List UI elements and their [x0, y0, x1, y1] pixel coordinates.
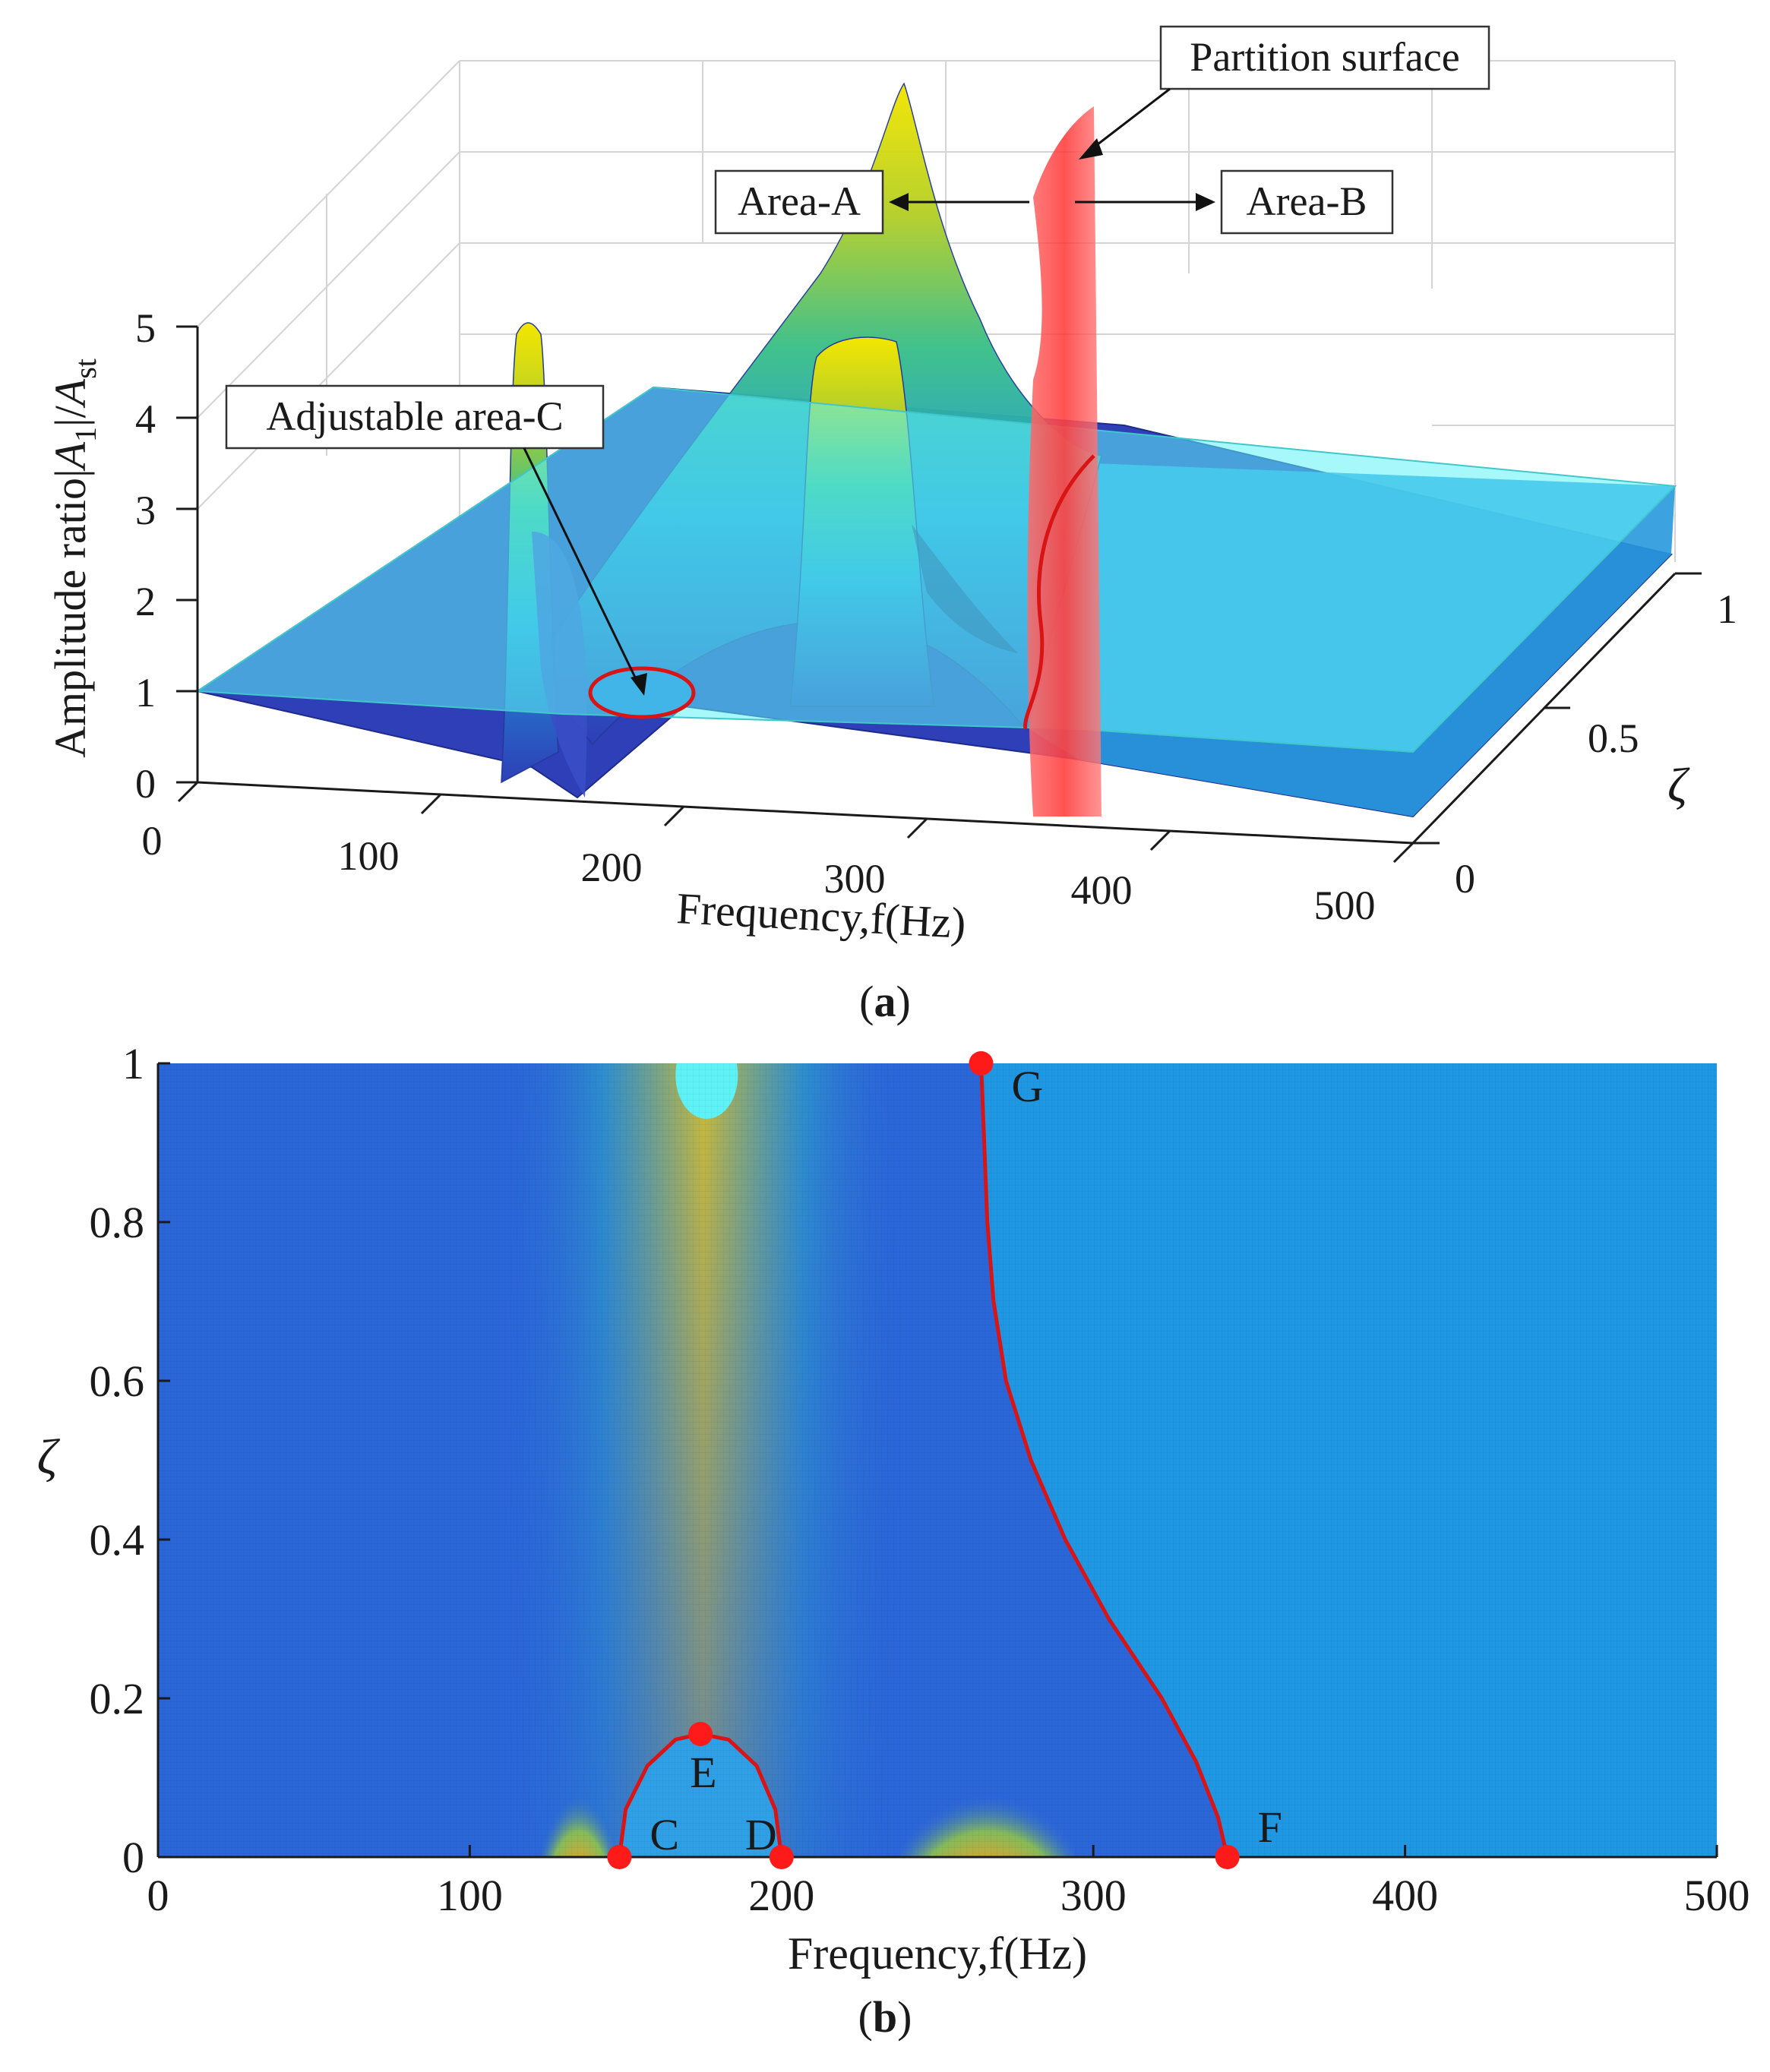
- x-tick-label: 400: [1372, 1871, 1438, 1920]
- y-tick-labels: 0 0.5 1: [1455, 586, 1737, 902]
- z-tick-marks: [176, 325, 198, 784]
- x-tick-label: 200: [581, 845, 643, 890]
- z-tick-labels: 0 1 2 3 4 5: [135, 305, 156, 807]
- point-marker-g: [969, 1051, 994, 1075]
- x-tick-label: 400: [1071, 867, 1133, 913]
- y-tick-label: 0: [122, 1833, 144, 1882]
- heatmap-field: [158, 1063, 1717, 1857]
- panel-b-heatmap: 0 100 200 300 400 500 0 0.2 0.4 0.6 0.8 …: [0, 1033, 1770, 2068]
- point-label-e: E: [690, 1748, 716, 1797]
- point-label-f: F: [1258, 1802, 1282, 1852]
- x-tick-labels: 0 100 200 300 400 500: [142, 818, 1376, 928]
- point-marker-c: [607, 1845, 632, 1869]
- caption-open: (: [859, 977, 874, 1026]
- z-tick-label: 3: [135, 488, 156, 533]
- x-tick-label: 500: [1314, 883, 1376, 928]
- heatmap-axes: [156, 1063, 1717, 1859]
- heatmap-y-axis-label: ζ: [37, 1429, 61, 1485]
- caption-open: (: [858, 1992, 873, 2042]
- caption-close: ): [897, 1992, 912, 2042]
- y-tick-marks: [1413, 572, 1702, 845]
- heatmap-y-tick-labels: 0 0.2 0.4 0.6 0.8 1: [90, 1039, 145, 1882]
- z-axis-label-a: A: [46, 441, 95, 472]
- heatmap-y-tick-marks: [158, 1062, 170, 1859]
- heatmap-svg: 0 100 200 300 400 500 0 0.2 0.4 0.6 0.8 …: [37, 1039, 1750, 1979]
- partition-surface: [1023, 106, 1102, 816]
- z-axis-label: Amplitude ratio|A1|/Ast: [46, 358, 103, 758]
- heatmap-x-tick-labels: 0 100 200 300 400 500: [147, 1871, 1750, 1920]
- point-label-c: C: [650, 1810, 679, 1859]
- x-tick-label: 0: [142, 818, 163, 864]
- z-axis-label-b: A: [46, 378, 95, 409]
- surface-plot-svg: 0 100 200 300 400 500 0 0.5 1 0 1 2 3 4 …: [46, 25, 1737, 948]
- reference-plane: [194, 386, 1677, 753]
- panel-a-surface-plot: 0 100 200 300 400 500 0 0.5 1 0 1 2 3 4 …: [0, 0, 1770, 1033]
- y-tick-label: 0.4: [90, 1515, 145, 1565]
- z-tick-label: 5: [135, 305, 156, 351]
- x-tick-label: 100: [338, 833, 400, 879]
- point-label-g: G: [1011, 1062, 1043, 1111]
- z-tick-label: 4: [135, 396, 156, 442]
- point-label-d: D: [745, 1810, 777, 1859]
- x-tick-label: 300: [1060, 1871, 1127, 1920]
- annotation-adjustable-area-c: Adjustable area-C: [225, 384, 647, 696]
- y-tick-label: 1: [122, 1039, 144, 1088]
- point-marker-d: [769, 1845, 794, 1869]
- y-tick-label: 0.2: [90, 1674, 145, 1723]
- z-tick-label: 0: [135, 761, 156, 807]
- heatmap-x-axis-label: Frequency,f(Hz): [788, 1928, 1087, 1979]
- z-axis-label-b-sub: st: [68, 358, 103, 379]
- y-tick-label: 1: [1717, 586, 1737, 632]
- annotation-area-b-text: Area-B: [1247, 178, 1367, 224]
- caption-letter: b: [872, 1992, 898, 2042]
- caption-letter: a: [874, 977, 896, 1026]
- y-tick-label: 0.6: [90, 1357, 145, 1406]
- point-marker-e: [688, 1722, 713, 1747]
- z-axis-label-mid: |/: [46, 405, 95, 427]
- x-tick-marks: [177, 781, 1414, 864]
- z-axis-label-prefix: Amplitude ratio|: [46, 469, 95, 757]
- z-axis-label-a-sub: 1: [68, 427, 103, 442]
- annotation-partition-surface: Partition surface: [1079, 25, 1490, 160]
- annotation-area-a: Area-A: [714, 169, 1029, 235]
- x-tick-label: 0: [147, 1871, 169, 1920]
- y-axis-label: ζ: [1667, 758, 1690, 812]
- x-axis-label: Frequency,f(Hz): [675, 883, 967, 948]
- caption-close: ): [896, 977, 911, 1026]
- x-tick-label: 100: [437, 1871, 503, 1920]
- panel-a-caption: (a): [0, 976, 1770, 1027]
- annotation-partition-surface-text: Partition surface: [1190, 34, 1459, 80]
- x-tick-label: 200: [748, 1871, 814, 1920]
- y-tick-label: 0.5: [1588, 715, 1639, 761]
- y-tick-label: 0.8: [90, 1198, 145, 1247]
- y-tick-label: 0: [1455, 856, 1475, 902]
- x-tick-label: 300: [824, 856, 886, 902]
- annotation-area-a-text: Area-A: [738, 178, 861, 224]
- point-marker-f: [1215, 1845, 1240, 1869]
- z-tick-label: 2: [135, 579, 156, 624]
- annotation-area-b: Area-B: [1075, 169, 1394, 235]
- partition-boundary-curve: [979, 1063, 1230, 1857]
- panel-b-caption: (b): [0, 1991, 1770, 2042]
- x-tick-label: 500: [1684, 1871, 1750, 1920]
- z-tick-label: 1: [135, 670, 156, 715]
- annotation-adjustable-area-c-text: Adjustable area-C: [266, 393, 563, 439]
- labeled-points: C DE F G: [607, 1051, 1282, 1869]
